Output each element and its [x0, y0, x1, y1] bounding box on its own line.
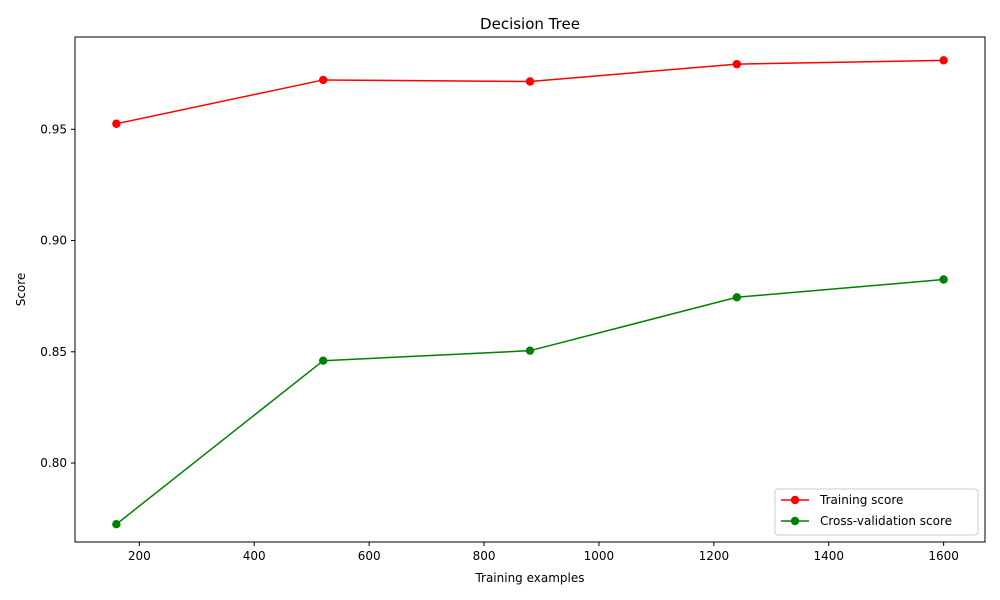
- plot-frame: [74, 36, 986, 543]
- series-layer: [112, 56, 948, 529]
- axis-ticks: 200 400 600 800 1000 1200 1400 1600 0.80 0.85 0.90…: [40, 122, 959, 563]
- data-point-training-score: [732, 59, 742, 69]
- x-tick-label: 800: [473, 549, 496, 563]
- series-training-score: [112, 56, 948, 128]
- legend-label-cross-validation-score: Cross-validation score: [820, 514, 952, 528]
- chart-title: Decision Tree: [480, 15, 580, 33]
- x-tick-label: 1600: [928, 549, 959, 563]
- y-tick-label: 0.90: [40, 234, 67, 248]
- legend: Training score Cross-validation score: [774, 488, 979, 536]
- legend-box: [774, 488, 979, 536]
- data-point-training-score: [939, 56, 948, 65]
- x-tick-label: 1400: [813, 549, 844, 563]
- data-point-cross-validation-score: [318, 356, 328, 365]
- data-point-cross-validation-score: [112, 520, 121, 529]
- data-point-cross-validation-score: [732, 293, 742, 302]
- series-cross-validation-score: [112, 275, 948, 529]
- x-tick-label: 200: [128, 549, 151, 563]
- legend-marker-training-score: [790, 495, 800, 505]
- y-tick-label: 0.95: [40, 122, 67, 136]
- legend-label-training-score: Training score: [819, 493, 903, 507]
- x-tick-label: 1000: [584, 549, 615, 563]
- legend-marker-cross-validation-score: [790, 516, 800, 526]
- data-point-training-score: [525, 77, 535, 86]
- y-axis-label: Score: [14, 273, 28, 307]
- data-point-training-score: [318, 75, 328, 85]
- y-tick-label: 0.85: [40, 345, 67, 359]
- data-point-cross-validation-score: [939, 275, 948, 284]
- data-point-cross-validation-score: [525, 346, 535, 355]
- x-tick-label: 400: [243, 549, 266, 563]
- x-tick-label: 1200: [699, 549, 730, 563]
- data-point-training-score: [112, 119, 121, 128]
- y-tick-label: 0.80: [40, 456, 67, 470]
- x-axis-label: Training examples: [474, 571, 584, 585]
- x-tick-label: 600: [358, 549, 381, 563]
